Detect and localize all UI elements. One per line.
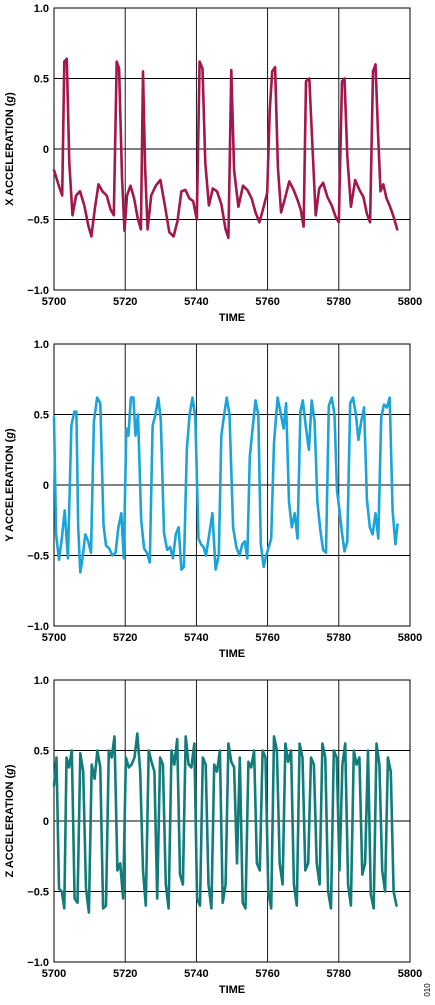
- x-tick-label: 5700: [42, 296, 66, 308]
- plot-frame: [53, 7, 411, 291]
- x-tick-label: 5760: [255, 632, 279, 644]
- y-tick-label: 1.0: [34, 339, 49, 351]
- plot-frame: [53, 679, 411, 963]
- x-axis-label: TIME: [219, 312, 245, 324]
- y-tick-label: 0: [43, 144, 49, 156]
- x-tick-label: 5780: [327, 968, 351, 980]
- x-tick-label: 5720: [113, 968, 137, 980]
- y-tick-label: −1.0: [27, 957, 49, 969]
- y-tick-label: 0.5: [34, 746, 49, 758]
- y-tick-label: −1.0: [27, 285, 49, 297]
- x-axis-label: TIME: [219, 648, 245, 660]
- series-line-z: [52, 732, 398, 914]
- chart-x: 5700 5720 5740 5760 5780 5800 −1.0 −0.5 0 0.5 1.0 T…: [4, 3, 422, 324]
- chart-y: 5700 5720 5740 5760 5780 5800 −1.0 −0.5 0 0.5 1.0 T…: [4, 339, 422, 660]
- chart-z: 5700 5720 5740 5760 5780 5800 −1.0 −0.5 0 0.5 1.0 T…: [4, 675, 422, 996]
- figure-id: 010: [423, 983, 432, 997]
- series-line-x: [52, 57, 399, 240]
- y-tick-label: 1.0: [34, 3, 49, 15]
- y-tick-label: 0: [43, 480, 49, 492]
- x-tick-label: 5800: [398, 632, 422, 644]
- x-tick-label: 5780: [327, 632, 351, 644]
- x-tick-label: 5740: [184, 296, 208, 308]
- y-tick-label: −1.0: [27, 621, 49, 633]
- x-tick-label: 5780: [327, 296, 351, 308]
- y-axis-label: X ACCELERATION (g): [4, 92, 16, 206]
- x-tick-label: 5760: [255, 296, 279, 308]
- y-tick-label: 0: [43, 816, 49, 828]
- y-tick-label: −0.5: [27, 887, 49, 899]
- y-axis-label: Z ACCELERATION (g): [4, 764, 16, 877]
- series-line-y: [52, 396, 399, 574]
- y-tick-label: 0.5: [34, 410, 49, 422]
- x-tick-label: 5720: [113, 632, 137, 644]
- x-axis-label: TIME: [219, 984, 245, 996]
- x-tick-label: 5720: [113, 296, 137, 308]
- x-tick-label: 5760: [255, 968, 279, 980]
- y-tick-label: 0.5: [34, 74, 49, 86]
- y-tick-label: 1.0: [34, 675, 49, 687]
- y-tick-label: −0.5: [27, 215, 49, 227]
- x-tick-label: 5800: [398, 968, 422, 980]
- x-tick-label: 5740: [184, 632, 208, 644]
- x-tick-label: 5700: [42, 632, 66, 644]
- x-tick-label: 5740: [184, 968, 208, 980]
- y-axis-label: Y ACCELERATION (g): [4, 428, 16, 542]
- x-tick-label: 5700: [42, 968, 66, 980]
- y-tick-label: −0.5: [27, 551, 49, 563]
- x-tick-label: 5800: [398, 296, 422, 308]
